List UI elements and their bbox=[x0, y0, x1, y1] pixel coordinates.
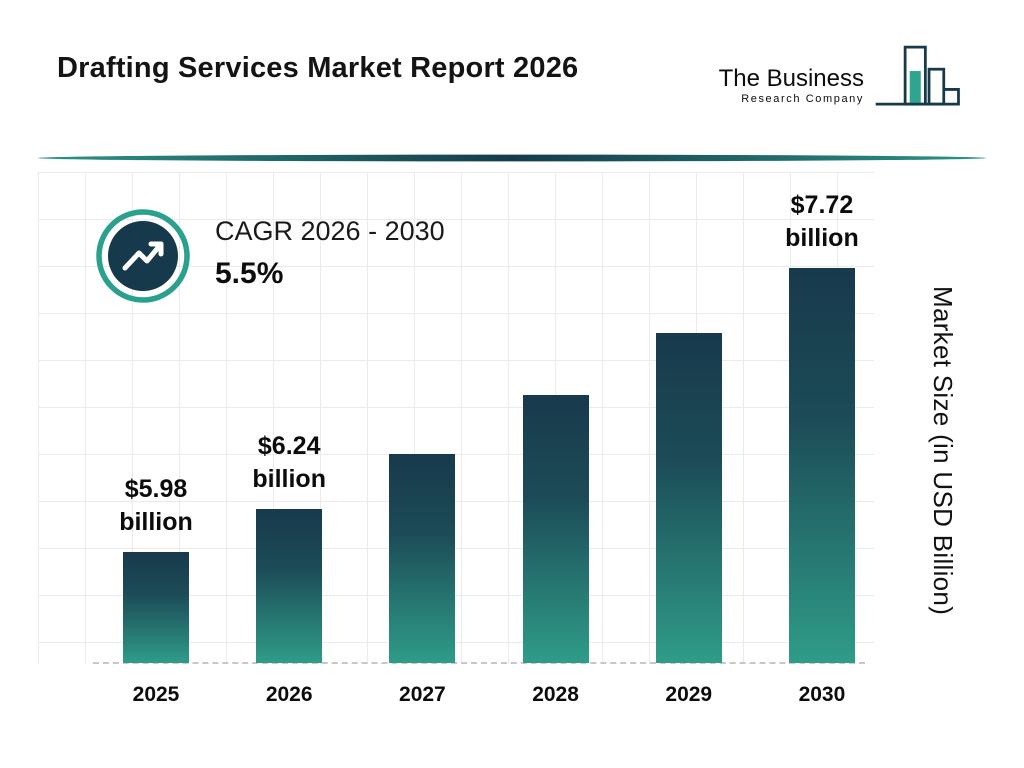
bar-value-label: $6.24 billion bbox=[252, 431, 326, 494]
bar bbox=[655, 333, 722, 663]
bar bbox=[389, 454, 456, 663]
page-title: Drafting Services Market Report 2026 bbox=[57, 52, 579, 84]
x-axis-baseline bbox=[93, 662, 865, 664]
divider-line bbox=[38, 154, 986, 162]
bar-value-label: $5.98 billion bbox=[119, 474, 193, 537]
bar-group-2027: 2027 bbox=[389, 173, 456, 706]
bar bbox=[788, 268, 855, 663]
cagr-text: CAGR 2026 - 2030 5.5% bbox=[215, 208, 445, 291]
bar-group-2026: $6.24 billion 2026 bbox=[252, 173, 326, 707]
bar-value-label: $7.72 billion bbox=[785, 190, 859, 253]
bar-year-label: 2026 bbox=[265, 683, 313, 706]
logo-name: The Business bbox=[718, 65, 864, 92]
bar-year-label: 2027 bbox=[399, 683, 446, 706]
bar-year-label: 2025 bbox=[132, 683, 180, 706]
company-logo: The Business Research Company bbox=[719, 42, 964, 124]
bar bbox=[522, 395, 589, 663]
cagr-label: CAGR 2026 - 2030 bbox=[215, 216, 445, 246]
bar bbox=[123, 552, 189, 663]
bar-group-2025: $5.98 billion 2025 bbox=[119, 173, 193, 707]
y-axis-label: Market Size (in USD Billion) bbox=[928, 286, 958, 616]
bar-group-2029: 2029 bbox=[655, 173, 722, 706]
bar-group-2030: $7.72 billion 2030 bbox=[785, 173, 859, 707]
bar-year-label: 2030 bbox=[798, 683, 846, 706]
bar-group-2028: 2028 bbox=[522, 173, 589, 706]
logo-bars-icon bbox=[875, 45, 960, 106]
bar-year-label: 2029 bbox=[665, 683, 713, 706]
cagr-value: 5.5% bbox=[215, 257, 284, 290]
bar bbox=[256, 509, 323, 663]
bar-chart: $5.98 billion 2025 $6.24 billion 2026 20… bbox=[93, 173, 865, 707]
logo-subname: Research Company bbox=[741, 93, 864, 106]
bar-year-label: 2028 bbox=[532, 683, 579, 706]
logo-text: The Business Research Company bbox=[719, 66, 864, 105]
trend-up-icon bbox=[96, 209, 190, 303]
cagr-badge: CAGR 2026 - 2030 5.5% bbox=[95, 208, 445, 304]
